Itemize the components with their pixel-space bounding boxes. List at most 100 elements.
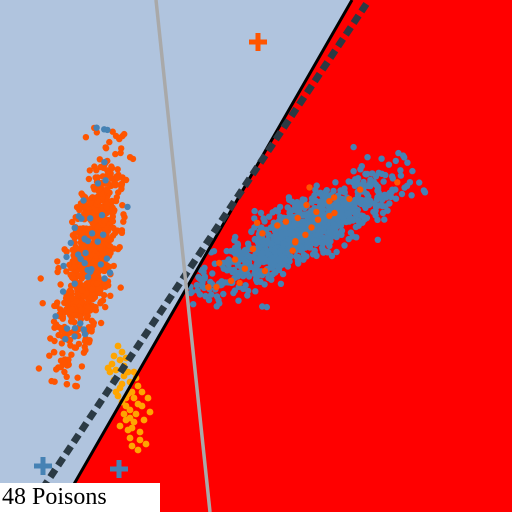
- scatter-point: [61, 246, 68, 253]
- scatter-point: [374, 236, 381, 243]
- scatter-point: [93, 167, 100, 174]
- scatter-point: [78, 363, 86, 370]
- scatter-point: [74, 374, 81, 381]
- scatter-point: [267, 224, 274, 231]
- scatter-point: [117, 284, 124, 291]
- poison-point: [130, 394, 138, 402]
- scatter-point: [397, 167, 404, 174]
- poison-point: [116, 422, 124, 430]
- scatter-point: [378, 155, 385, 162]
- scatter-point: [306, 184, 313, 191]
- poison-point: [146, 408, 154, 416]
- scatter-point: [347, 215, 354, 222]
- scatter-point: [230, 289, 237, 297]
- scatter-point: [286, 258, 293, 265]
- scatter-point: [205, 283, 212, 291]
- scatter-point: [358, 163, 365, 170]
- scatter-point: [97, 300, 104, 307]
- scatter-point: [82, 249, 89, 257]
- scatter-point: [421, 189, 429, 196]
- scatter-point: [316, 190, 324, 197]
- scatter-point: [275, 266, 283, 274]
- scatter-point: [210, 248, 218, 255]
- poison-point: [134, 382, 142, 390]
- scatter-point: [68, 351, 75, 358]
- scatter-point: [82, 202, 89, 209]
- scatter-point: [341, 242, 348, 249]
- poison-point: [114, 342, 122, 350]
- scatter-point: [245, 260, 252, 267]
- scatter-point: [64, 300, 71, 307]
- scatter-point: [404, 159, 411, 166]
- scatter-point: [381, 192, 388, 199]
- scatter-point: [220, 290, 227, 298]
- scatter-point: [375, 169, 382, 176]
- scatter-point: [394, 179, 401, 186]
- scatter-point: [325, 203, 333, 211]
- scatter-point: [89, 285, 96, 292]
- scatter-point: [97, 244, 104, 251]
- scatter-point: [329, 227, 336, 234]
- scatter-point: [244, 252, 251, 259]
- scatter-point: [57, 306, 64, 313]
- scatter-point: [118, 227, 126, 234]
- scatter-point: [268, 276, 275, 283]
- scatter-point: [72, 245, 80, 252]
- scatter-point: [251, 207, 258, 215]
- scatter-point: [314, 216, 322, 223]
- scatter-point: [331, 209, 338, 217]
- poison-point: [126, 434, 134, 442]
- scatter-point: [115, 189, 122, 196]
- scatter-point: [106, 269, 114, 276]
- boundary-line-solid: [56, 0, 354, 512]
- scatter-point: [279, 270, 287, 278]
- scatter-point: [350, 168, 357, 175]
- scatter-point: [298, 237, 305, 244]
- scatter-point: [84, 273, 92, 281]
- scatter-point: [325, 240, 332, 247]
- scatter-point: [272, 236, 279, 243]
- scatter-point: [101, 126, 108, 133]
- scatter-point: [51, 337, 58, 345]
- poison-point: [144, 394, 152, 402]
- scatter-point: [313, 208, 320, 216]
- poison-point: [112, 366, 120, 374]
- scatter-point: [87, 246, 94, 253]
- reference-line-gray: [154, 0, 212, 512]
- scatter-point: [338, 188, 346, 195]
- scatter-point: [57, 363, 65, 371]
- scatter-point: [261, 267, 269, 275]
- scatter-point: [282, 218, 290, 225]
- scatter-point: [109, 218, 117, 225]
- scatter-point: [61, 368, 68, 376]
- scatter-point: [357, 199, 364, 206]
- poison-point: [136, 436, 144, 444]
- scatter-point: [88, 230, 96, 237]
- poison-point: [116, 356, 124, 364]
- scatter-point: [231, 256, 239, 263]
- scatter-point: [81, 259, 88, 267]
- scatter-point: [121, 130, 128, 138]
- scatter-point: [187, 289, 194, 297]
- scatter-point: [303, 201, 310, 209]
- scatter-point: [385, 161, 393, 168]
- scatter-point: [227, 247, 235, 255]
- scatter-point: [213, 283, 220, 291]
- scatter-point: [97, 261, 105, 268]
- scatter-point: [92, 174, 99, 181]
- poison-point: [132, 410, 140, 418]
- scatter-point: [66, 287, 74, 294]
- scatter-point: [200, 269, 207, 276]
- scatter-point: [102, 177, 109, 184]
- scatter-point: [252, 288, 259, 295]
- scatter-point: [235, 297, 242, 304]
- scatter-point: [101, 217, 108, 225]
- scatter-point: [71, 333, 78, 340]
- scatter-point: [59, 288, 67, 295]
- scatter-point: [244, 240, 252, 247]
- scatter-point: [277, 280, 285, 287]
- scatter-point: [366, 181, 373, 188]
- poison-point: [134, 446, 142, 454]
- scatter-point: [213, 303, 220, 310]
